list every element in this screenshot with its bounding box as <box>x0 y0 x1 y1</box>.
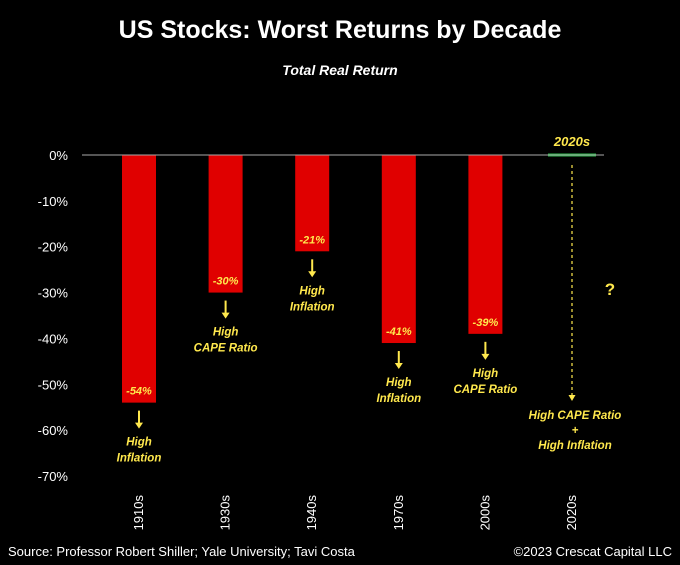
annotation-label: High <box>473 368 499 380</box>
annotation-label: High CAPE Ratio <box>529 410 622 422</box>
copyright-note: ©2023 Crescat Capital LLC <box>513 544 672 559</box>
y-tick-label: -30% <box>38 286 69 301</box>
bar-data-label: -39% <box>473 317 499 329</box>
bar <box>295 155 330 252</box>
x-tick-label: 1970s <box>391 495 406 531</box>
x-tick-label: 1930s <box>218 495 233 531</box>
annotation-label: + <box>572 425 579 437</box>
bar <box>468 155 503 334</box>
bar-data-label: -41% <box>386 326 412 338</box>
y-tick-label: -60% <box>38 423 69 438</box>
annotation-label: Inflation <box>290 301 335 313</box>
y-tick-label: -10% <box>38 194 69 209</box>
bar <box>208 155 243 293</box>
bar <box>381 155 416 344</box>
annotation-label: High <box>213 327 239 339</box>
down-arrow-icon <box>394 351 403 370</box>
question-mark: ? <box>605 280 615 299</box>
y-tick-label: 0% <box>49 148 68 163</box>
down-arrow-icon <box>568 395 576 401</box>
source-note: Source: Professor Robert Shiller; Yale U… <box>8 544 355 559</box>
annotation-label: CAPE Ratio <box>453 384 517 396</box>
down-arrow-icon <box>481 341 490 360</box>
annotation-label: High <box>126 437 152 449</box>
y-tick-label: -20% <box>38 240 69 255</box>
annotation-label: CAPE Ratio <box>194 343 258 355</box>
annotation-label: Inflation <box>117 453 162 465</box>
annotation-label: Inflation <box>376 393 421 405</box>
bar-data-label: -21% <box>299 234 325 246</box>
x-tick-label: 2000s <box>477 495 492 531</box>
bar-data-label: -30% <box>213 276 239 288</box>
annotation-label: High <box>299 285 325 297</box>
bar-data-label: -54% <box>126 386 152 398</box>
y-tick-label: -70% <box>38 469 69 484</box>
y-tick-label: -50% <box>38 377 69 392</box>
annotation-label: High Inflation <box>538 440 611 452</box>
highlight-label: 2020s <box>553 134 590 149</box>
down-arrow-icon <box>308 259 317 278</box>
annotation-label: High <box>386 377 412 389</box>
chart-title: US Stocks: Worst Returns by Decade <box>118 16 562 44</box>
x-tick-label: 1910s <box>131 495 146 531</box>
bar <box>122 155 156 403</box>
down-arrow-icon <box>135 410 143 429</box>
chart-subtitle: Total Real Return <box>282 62 398 78</box>
y-tick-label: -40% <box>38 331 69 346</box>
down-arrow-icon <box>221 300 230 319</box>
x-tick-label: 1940s <box>304 495 319 531</box>
x-tick-label: 2020s <box>564 495 579 531</box>
